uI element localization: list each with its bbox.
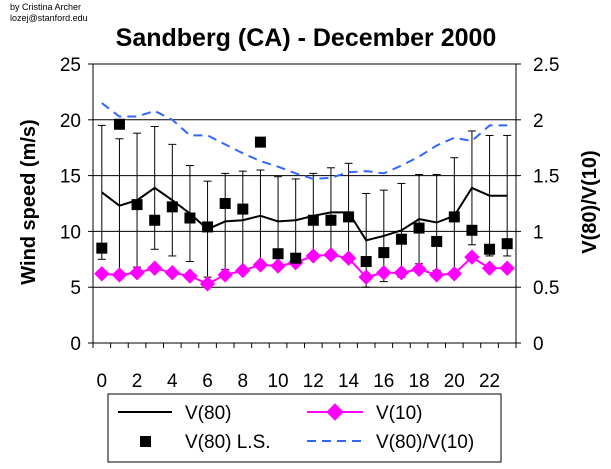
- y-tick-label: 20: [60, 111, 81, 132]
- v80ls-square-marker: [378, 247, 390, 259]
- v10-diamond-marker: [199, 276, 216, 292]
- errorbar-layer: [97, 124, 512, 288]
- v10-diamond-marker: [323, 247, 339, 263]
- v10-diamond-marker: [464, 249, 480, 265]
- v10-diamond-marker: [376, 264, 392, 281]
- x-tick-label: 16: [373, 371, 394, 392]
- v10-diamond-marker: [111, 267, 128, 283]
- v80ls-square-marker: [501, 238, 513, 250]
- y-tick-label: 10: [60, 222, 81, 243]
- y2-tick-layer: 0 0.5 1 1.5 2 2.5: [516, 55, 559, 355]
- v10-diamond-marker: [358, 269, 374, 285]
- y-axis-label: Wind speed (m/s): [18, 119, 40, 284]
- v10-diamond-marker: [340, 250, 357, 266]
- y2-tick-label: 0: [533, 334, 544, 355]
- y-tick-label: 25: [60, 55, 81, 76]
- x-tick-label: 18: [408, 371, 429, 392]
- v10-diamond-marker: [164, 264, 181, 281]
- legend-label-ratio: V(80)/V(10): [376, 432, 474, 453]
- v80ls-square-marker: [149, 214, 161, 226]
- v80ls-square-marker: [131, 199, 143, 211]
- x-tick-label: 10: [267, 371, 288, 392]
- v10-diamond-marker: [146, 260, 163, 276]
- y2-tick-label: 0.5: [533, 278, 559, 299]
- v80ls-square-marker: [448, 211, 460, 223]
- x-tick-label: 2: [132, 371, 143, 392]
- legend-label-v80ls: V(80) L.S.: [185, 432, 271, 453]
- credit-line-1: by Cristina Archer: [10, 2, 81, 12]
- y2-tick-label: 1.5: [533, 167, 559, 188]
- plot-frame: [92, 63, 517, 344]
- v80ls-square-marker: [431, 235, 443, 247]
- v10-diamond-marker: [270, 258, 286, 274]
- series-line-ratio: [101, 102, 508, 180]
- v80ls-square-marker: [360, 256, 372, 268]
- x-tick-label: 4: [167, 371, 178, 392]
- v80ls-square-marker: [466, 224, 478, 236]
- v10-diamond-marker: [446, 266, 463, 282]
- x-tick-label: 6: [202, 371, 213, 392]
- v80ls-square-marker: [202, 221, 214, 233]
- legend: V(80) V(10) V(80) L.S. V(80)/V(10): [107, 393, 502, 463]
- v80ls-square-marker: [237, 203, 249, 215]
- legend-label-v10: V(10): [376, 403, 422, 424]
- y2-axis-label: V(80)/V(10): [579, 150, 601, 253]
- v10-diamond-marker: [94, 266, 110, 282]
- v80ls-square-marker: [307, 214, 319, 226]
- y2-tick-label: 2: [533, 111, 544, 132]
- v80ls-square-marker: [272, 248, 284, 260]
- v80ls-square-marker: [325, 214, 337, 226]
- legend-box: [107, 393, 502, 463]
- v10-diamond-marker: [235, 262, 251, 279]
- v80ls-square-marker: [113, 118, 125, 130]
- v10-diamond-marker: [129, 264, 145, 281]
- v80ls-square-marker: [343, 211, 355, 223]
- v10-diamond-marker: [481, 260, 498, 276]
- y2-tick-label: 2.5: [533, 55, 559, 76]
- v80ls-square-marker: [96, 242, 108, 254]
- x-tick-label: 12: [303, 371, 324, 392]
- x-tick-label: 20: [444, 371, 465, 392]
- v80ls-square-marker: [290, 252, 302, 264]
- series-line-v80: [101, 186, 508, 242]
- v80ls-square-marker: [184, 212, 196, 224]
- y-tick-label: 0: [70, 334, 81, 355]
- legend-swatch-v80ls: [140, 436, 151, 447]
- y-tick-label: 15: [60, 167, 81, 188]
- grid-layer: [93, 119, 516, 288]
- legend-swatch-v10-marker: [326, 403, 344, 421]
- v10-diamond-marker: [411, 261, 427, 278]
- v10-diamond-marker: [428, 267, 445, 283]
- v80ls-square-marker: [413, 222, 425, 234]
- credit-line-2: lozej@stanford.edu: [10, 13, 88, 23]
- v10-diamond-marker: [217, 267, 233, 283]
- v10-diamond-marker: [182, 268, 198, 284]
- series-layer: [94, 102, 515, 292]
- v10-diamond-marker: [252, 257, 269, 273]
- v10-diamond-marker: [393, 264, 410, 281]
- chart-title: Sandberg (CA) - December 2000: [116, 24, 497, 52]
- x-tick-label: 0: [97, 371, 108, 392]
- v10-diamond-marker: [499, 260, 515, 276]
- y-tick-label: 5: [70, 278, 81, 299]
- series-line-v10: [101, 253, 508, 286]
- v10-diamond-marker: [305, 248, 322, 264]
- v80ls-square-marker: [395, 233, 407, 245]
- v80ls-square-marker: [484, 243, 496, 255]
- v80ls-square-marker: [166, 201, 178, 213]
- x-tick-label: 14: [338, 371, 360, 392]
- x-tick-label: 8: [238, 371, 249, 392]
- y-tick-layer: 0 5 10 15 20 25: [60, 55, 93, 355]
- x-tick-label: 22: [479, 371, 500, 392]
- v80ls-square-marker: [219, 198, 231, 209]
- x-tick-layer: 0 2 4 6 8 10 12 14 16 18 20 22: [92, 343, 517, 392]
- legend-label-v80: V(80): [185, 403, 231, 424]
- y2-tick-label: 1: [533, 222, 544, 243]
- v80ls-square-marker: [254, 136, 266, 148]
